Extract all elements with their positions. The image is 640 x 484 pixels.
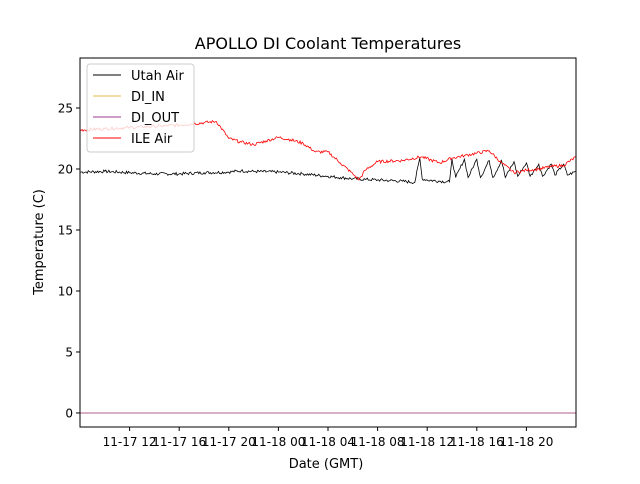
y-tick-label: 25 [58, 102, 73, 116]
x-tick-label: 11-17 12 [103, 435, 157, 449]
x-tick-label: 11-18 08 [351, 435, 405, 449]
legend-label: DI_OUT [131, 111, 179, 126]
x-tick-label: 11-18 12 [400, 435, 454, 449]
y-axis: 0 5 10 15 20 25 [58, 102, 80, 420]
legend-label: ILE Air [131, 132, 173, 147]
chart-title: APOLLO DI Coolant Temperatures [195, 34, 461, 53]
y-tick-label: 5 [65, 345, 73, 359]
legend: Utah Air DI_IN DI_OUT ILE Air [86, 63, 195, 153]
x-tick-label: 11-18 04 [301, 435, 355, 449]
x-tick-label: 11-18 20 [499, 435, 553, 449]
y-tick-label: 0 [65, 406, 73, 420]
x-tick-label: 11-18 16 [450, 435, 504, 449]
x-axis-label: Date (GMT) [289, 457, 364, 472]
series-line-utah-air [80, 157, 577, 185]
x-tick-label: 11-17 16 [152, 435, 206, 449]
x-tick-label: 11-18 00 [251, 435, 305, 449]
legend-label: DI_IN [131, 90, 165, 105]
y-tick-label: 15 [58, 223, 73, 237]
y-axis-label: Temperature (C) [32, 189, 47, 296]
x-tick-label: 11-17 20 [202, 435, 256, 449]
legend-label: Utah Air [131, 69, 184, 84]
legend-box [86, 63, 195, 153]
y-tick-label: 20 [58, 163, 73, 177]
y-tick-label: 10 [58, 284, 73, 298]
